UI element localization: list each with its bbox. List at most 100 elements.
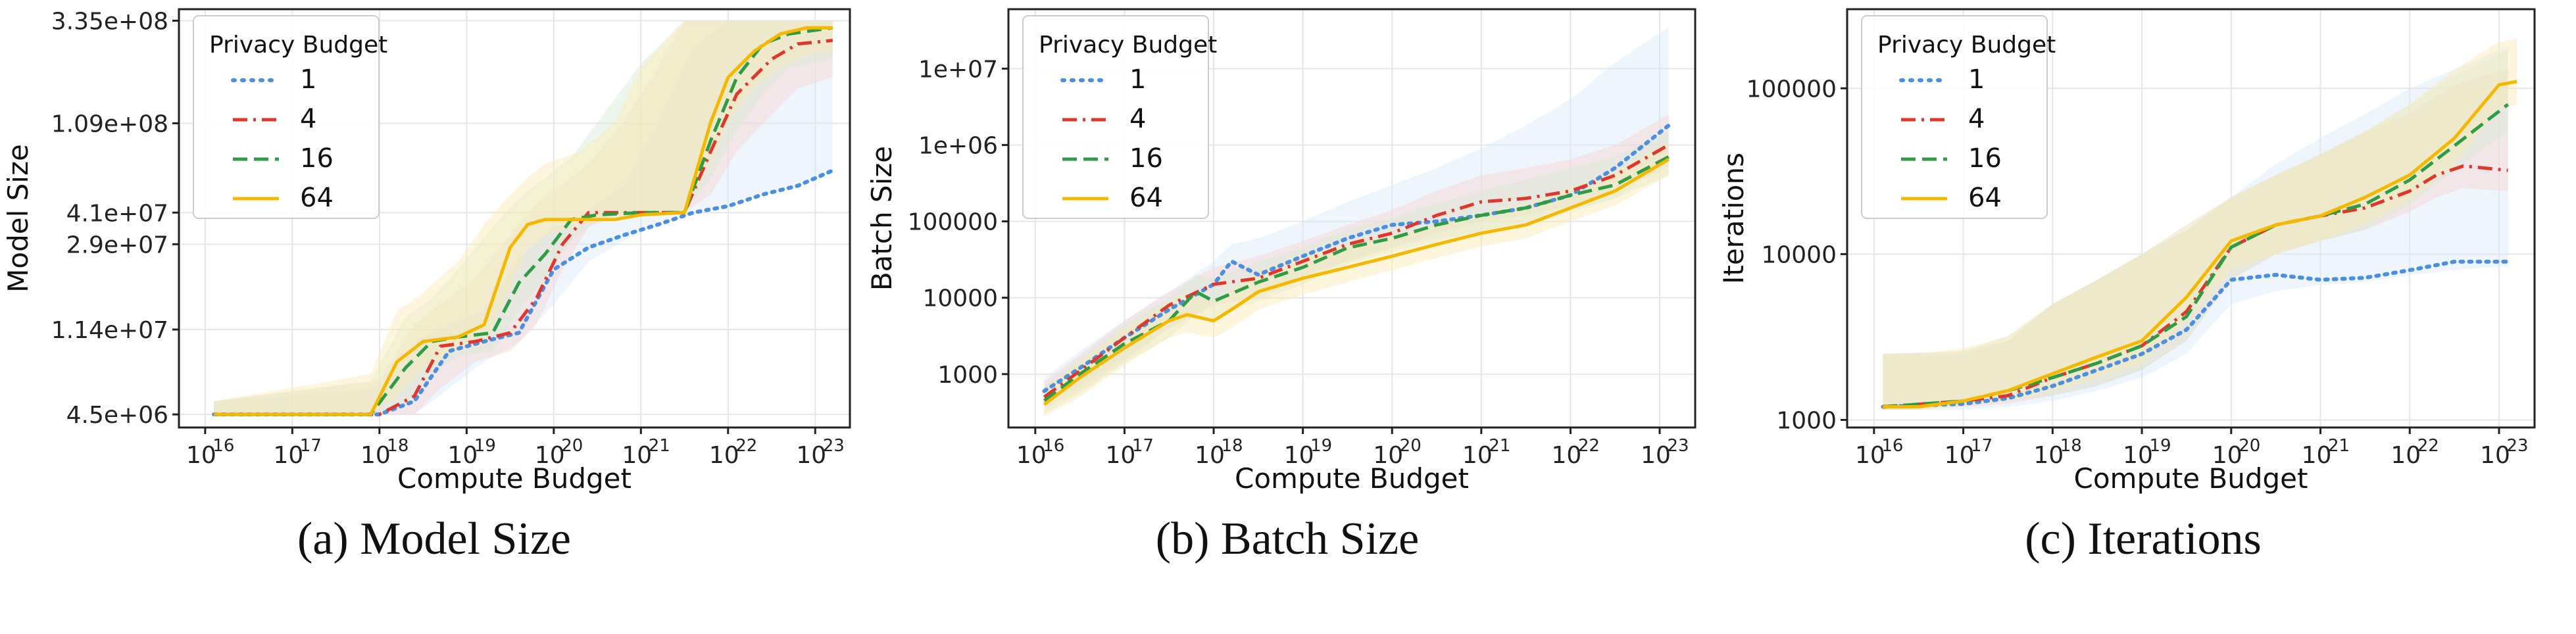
y-axis-label: Batch Size — [866, 146, 898, 291]
x-tick-exponent: 16 — [1043, 436, 1064, 456]
legend-title: Privacy Budget — [209, 32, 387, 59]
x-tick-exponent: 21 — [649, 436, 670, 456]
y-tick-label: 1000 — [1776, 407, 1837, 434]
x-axis-label: Compute Budget — [1235, 462, 1469, 495]
x-tick-exponent: 23 — [823, 436, 845, 456]
x-tick-label: 10 — [2480, 442, 2510, 469]
x-tick-exponent: 20 — [1400, 436, 1422, 456]
confidence-band-16 — [1883, 50, 2508, 410]
y-tick-label: 4.5e+06 — [66, 402, 168, 429]
confidence-band-1 — [214, 20, 833, 415]
x-tick-label: 10 — [709, 442, 739, 469]
x-tick-label: 10 — [622, 442, 652, 469]
legend-label-64: 64 — [1968, 183, 2002, 213]
legend-box — [1861, 15, 2048, 219]
x-tick-label: 10 — [1641, 442, 1671, 469]
y-axis-label: Model Size — [2, 144, 34, 293]
x-tick-label: 10 — [1552, 442, 1582, 469]
x-tick-exponent: 18 — [2060, 436, 2082, 456]
y-tick-label: 100000 — [908, 209, 998, 236]
x-tick-label: 10 — [1106, 442, 1136, 469]
x-tick-exponent: 19 — [474, 436, 496, 456]
y-tick-label: 2.9e+07 — [66, 232, 168, 258]
x-tick-exponent: 18 — [1221, 436, 1243, 456]
plot-frame — [1846, 8, 2536, 429]
x-tick-label: 10 — [1284, 442, 1314, 469]
x-tick-label: 10 — [535, 442, 565, 469]
plot-frame — [1007, 8, 1697, 429]
x-tick-label: 10 — [360, 442, 391, 469]
caption-model-size: (a) Model Size — [297, 514, 571, 564]
confidence-band-16 — [214, 20, 833, 415]
x-tick-exponent: 21 — [1489, 436, 1510, 456]
x-tick-label: 10 — [1195, 442, 1225, 469]
confidence-band-4 — [1044, 114, 1669, 409]
x-tick-exponent: 22 — [735, 436, 757, 456]
confidence-band-1 — [1044, 27, 1669, 405]
x-tick-label: 10 — [1462, 442, 1493, 469]
series-line-1 — [212, 168, 835, 417]
y-tick-label: 100000 — [1746, 76, 1837, 103]
x-tick-label: 10 — [1855, 442, 1885, 469]
y-tick-label: 4.1e+07 — [66, 200, 168, 227]
x-axis-label: Compute Budget — [397, 462, 632, 495]
x-tick-label: 10 — [1944, 442, 1975, 469]
x-tick-exponent: 22 — [1578, 436, 1600, 456]
legend-label-1: 1 — [1129, 64, 1146, 95]
confidence-band-1 — [1883, 45, 2508, 410]
y-tick-label: 1.09e+08 — [51, 110, 168, 137]
x-tick-exponent: 16 — [212, 436, 234, 456]
x-tick-exponent: 20 — [561, 436, 583, 456]
x-tick-label: 10 — [2033, 442, 2064, 469]
legend-label-16: 16 — [1968, 143, 2002, 174]
x-tick-exponent: 21 — [2328, 436, 2350, 456]
x-tick-label: 10 — [1373, 442, 1403, 469]
x-tick-label: 10 — [2302, 442, 2332, 469]
legend-label-1: 1 — [300, 64, 316, 95]
x-tick-label: 10 — [447, 442, 478, 469]
legend-title: Privacy Budget — [1877, 32, 2056, 59]
x-tick-exponent: 19 — [2150, 436, 2171, 456]
legend-label-16: 16 — [300, 143, 334, 174]
y-tick-label: 1e+07 — [918, 56, 998, 83]
x-tick-label: 10 — [1016, 442, 1047, 469]
confidence-band-4 — [214, 20, 833, 415]
x-tick-exponent: 16 — [1881, 436, 1903, 456]
confidence-band-64 — [214, 20, 833, 415]
caption-iterations: (c) Iterations — [2025, 514, 2262, 564]
legend-box — [193, 15, 380, 219]
series-line-64 — [214, 26, 833, 416]
x-tick-label: 10 — [2123, 442, 2153, 469]
legend-label-16: 16 — [1129, 143, 1163, 174]
series-line-16 — [1043, 155, 1670, 402]
series-line-1 — [1881, 259, 2510, 409]
y-tick-label: 3.35e+08 — [51, 9, 168, 36]
y-tick-label: 1e+06 — [918, 132, 998, 159]
x-tick-exponent: 18 — [387, 436, 409, 456]
y-tick-label: 10000 — [1761, 241, 1837, 268]
x-tick-label: 10 — [2212, 442, 2242, 469]
legend-label-4: 4 — [300, 104, 316, 134]
x-tick-exponent: 23 — [1667, 436, 1689, 456]
x-tick-label: 10 — [273, 442, 303, 469]
legend-label-4: 4 — [1968, 104, 1985, 134]
series-line-1 — [1042, 123, 1671, 393]
x-tick-label: 10 — [186, 442, 216, 469]
legend-label-64: 64 — [1129, 183, 1163, 213]
x-tick-exponent: 20 — [2239, 436, 2260, 456]
legend-label-4: 4 — [1129, 104, 1146, 134]
legend-label-1: 1 — [1968, 64, 1985, 95]
x-tick-label: 10 — [796, 442, 826, 469]
y-axis-label: Iterations — [1718, 153, 1750, 284]
confidence-band-64 — [1883, 38, 2517, 410]
series-line-4 — [214, 38, 833, 416]
x-axis-label: Compute Budget — [2074, 462, 2308, 495]
y-tick-label: 10000 — [922, 285, 998, 312]
confidence-band-4 — [1883, 69, 2508, 410]
plot-frame — [178, 8, 851, 429]
series-line-4 — [1043, 143, 1670, 399]
